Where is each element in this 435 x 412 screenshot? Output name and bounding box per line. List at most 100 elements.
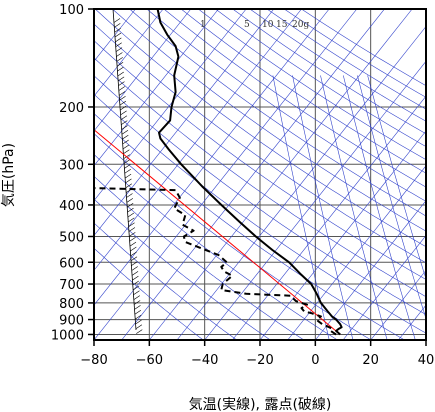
wind-barb (120, 105, 127, 111)
wind-barb (131, 266, 138, 271)
wind-barbs (112, 9, 143, 334)
isotherm-line (149, 9, 413, 340)
isotherm-line (94, 9, 358, 340)
wind-barb (117, 66, 124, 72)
dry-adiabat (94, 247, 204, 340)
mixing-ratio-label: 1 (200, 20, 206, 30)
wind-barb (130, 256, 138, 261)
isotherms (94, 9, 426, 340)
dry-adiabats (94, 9, 426, 340)
parcel-line (94, 129, 341, 335)
wind-barb (136, 329, 143, 334)
wind-barb (130, 246, 137, 252)
isotherm-line (425, 339, 426, 340)
wind-barb (117, 76, 125, 82)
wind-barb (115, 42, 122, 48)
isotherm-line (121, 9, 385, 340)
wind-barb (125, 183, 132, 189)
x-tick-label: −20 (246, 353, 273, 368)
wind-barb (114, 32, 122, 38)
dry-adiabat (94, 93, 426, 334)
dry-adiabat (94, 9, 426, 248)
wind-barb (134, 309, 142, 315)
x-tick-label: 0 (311, 353, 319, 368)
wind-barb (116, 52, 123, 57)
wind-barb (118, 81, 125, 86)
wind-barb (128, 217, 135, 223)
y-axis-title: 気圧(hPa) (1, 143, 17, 207)
isotherm-line (176, 25, 426, 340)
isotherm-line (94, 9, 192, 132)
wind-barb (132, 280, 139, 286)
wind-barb (126, 193, 133, 198)
mixing-ratio-labels: 1 5 10 15 20g (200, 20, 309, 30)
y-tick-label: 500 (59, 230, 84, 245)
isotherm-line (94, 9, 330, 306)
dry-adiabat (112, 9, 426, 232)
y-tick-label: 300 (59, 158, 84, 173)
wind-barb (118, 86, 126, 91)
wind-barb (127, 207, 134, 213)
mixing-ratio-line (343, 75, 416, 340)
wind-barb (134, 300, 141, 305)
wind-barb (135, 324, 143, 330)
isotherm-line (232, 95, 426, 340)
x-tick-label: −60 (136, 353, 163, 368)
sounding-lines (94, 9, 343, 336)
isotherm-line (342, 234, 426, 340)
wind-barb (116, 61, 124, 67)
x-tick-label: −80 (80, 353, 107, 368)
dry-adiabat (94, 198, 271, 340)
dry-adiabat (94, 23, 426, 264)
wind-barb (114, 23, 121, 28)
wind-barb (133, 295, 140, 300)
wind-barb (129, 232, 136, 237)
wind-barb (127, 202, 134, 208)
y-tick-label: 900 (59, 314, 84, 329)
mixing-ratio-line (367, 75, 426, 280)
mixing-ratio-label: 10 (262, 20, 274, 30)
wind-barb (123, 159, 131, 164)
wind-barb (125, 178, 132, 184)
isotherm-line (94, 9, 275, 236)
wind-barb (120, 115, 128, 120)
x-axis-title: 気温(実線), 露点(破線) (189, 397, 332, 412)
wind-barb (119, 96, 126, 101)
isotherm-line (94, 9, 164, 97)
x-tick-label: 40 (418, 353, 435, 368)
wind-barb (130, 251, 137, 257)
wind-barb (120, 110, 127, 116)
dry-adiabat (94, 57, 426, 298)
dry-adiabat (180, 9, 426, 174)
wind-barb (129, 237, 136, 242)
wind-barb (121, 125, 128, 130)
wind-barb (129, 241, 137, 247)
gridlines (94, 9, 426, 340)
wind-barb (115, 47, 123, 52)
wind-barb (122, 139, 129, 145)
wind-barb (132, 285, 140, 291)
isotherm-line (370, 269, 426, 340)
y-tick-label: 1000 (51, 328, 84, 343)
wind-barb-staff (112, 9, 137, 331)
y-tick-label: 700 (59, 278, 84, 293)
temperature-profile-line (156, 9, 343, 336)
mixing-ratio-line (292, 75, 354, 340)
wind-barb (132, 275, 139, 281)
wind-barb (133, 290, 140, 296)
isotherm-line (287, 165, 426, 340)
dry-adiabat (163, 9, 426, 188)
parcel-path (94, 129, 341, 335)
wind-barb (126, 198, 134, 203)
mixing-ratio-line (272, 75, 330, 340)
isotherm-line (315, 200, 426, 340)
isotherm-line (94, 9, 219, 167)
wind-barb (124, 173, 132, 179)
wind-barb (119, 100, 127, 106)
y-tick-label: 200 (59, 101, 84, 116)
isotherm-line (94, 9, 302, 271)
wind-barb (122, 144, 130, 150)
wind-barb (121, 130, 129, 135)
